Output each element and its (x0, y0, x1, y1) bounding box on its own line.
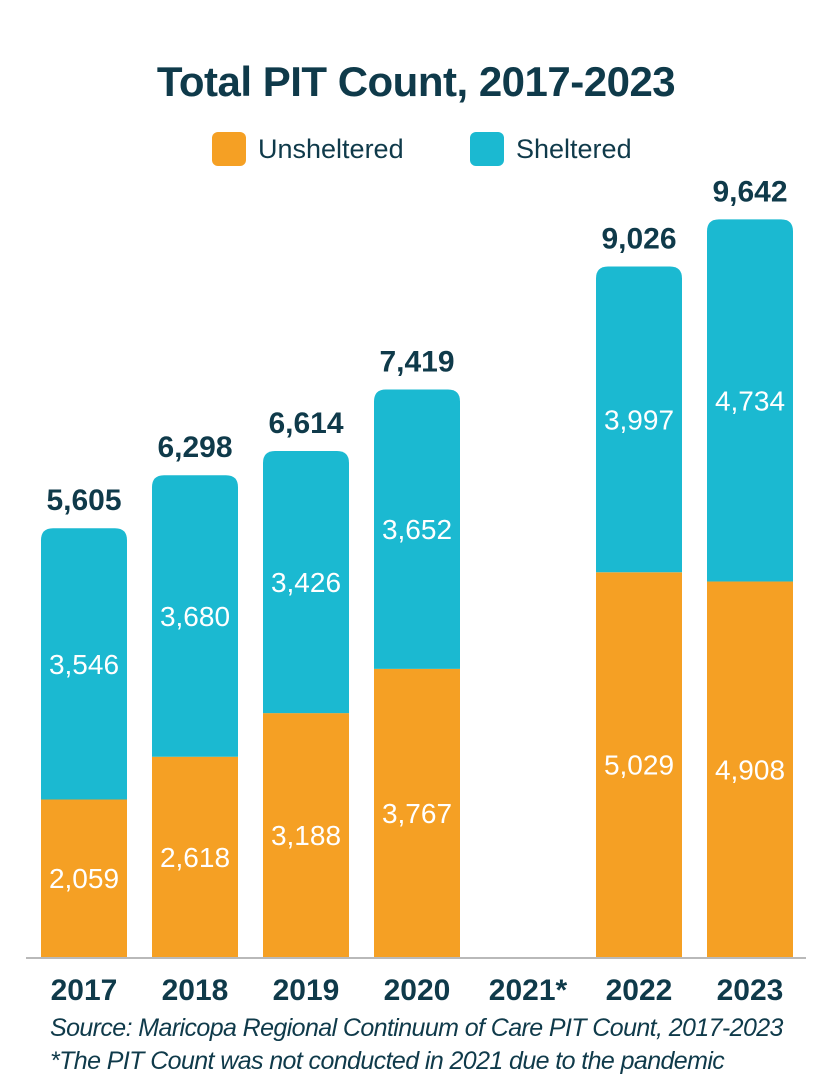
bar-unsheltered-2023 (707, 581, 793, 957)
label-sheltered-2017: 3,546 (49, 649, 119, 680)
bar-unsheltered-2022 (596, 572, 682, 957)
chart-notes: Source: Maricopa Regional Continuum of C… (50, 1012, 830, 1078)
label-total-2017: 5,605 (46, 484, 121, 517)
label-sheltered-2020: 3,652 (382, 514, 452, 545)
chart-title: Total PIT Count, 2017-2023 (156, 58, 676, 105)
x-tick-2019: 2019 (273, 974, 340, 1007)
bar-unsheltered-2019 (263, 713, 349, 957)
x-tick-2020: 2020 (384, 974, 451, 1007)
label-unsheltered-2018: 2,618 (160, 842, 230, 873)
bar-unsheltered-2020 (374, 668, 460, 957)
legend-label-sheltered: Sheltered (516, 133, 632, 164)
bar-sheltered-2020 (374, 389, 460, 669)
bar-sheltered-2018 (152, 475, 238, 757)
bar-sheltered-2022 (596, 266, 682, 573)
label-total-2023: 9,642 (712, 175, 787, 208)
bar-sheltered-2017 (41, 528, 127, 800)
label-unsheltered-2022: 5,029 (604, 750, 674, 781)
legend-label-unsheltered: Unsheltered (258, 133, 404, 164)
label-total-2020: 7,419 (379, 345, 454, 378)
legend-swatch-unsheltered (212, 132, 246, 166)
label-unsheltered-2019: 3,188 (271, 820, 341, 851)
source-note: Source: Maricopa Regional Continuum of C… (50, 1014, 783, 1042)
label-unsheltered-2017: 2,059 (49, 863, 119, 894)
legend: Unsheltered Sheltered (0, 132, 832, 172)
x-tick-2022: 2022 (606, 974, 673, 1007)
bar-sheltered-2019 (263, 451, 349, 714)
label-total-2022: 9,026 (601, 223, 676, 256)
stacked-bar-chart: 2017 2,059 3,546 5,605 2018 2,618 3,680 6,298 20… (26, 175, 806, 1007)
label-total-2018: 6,298 (157, 431, 232, 464)
x-tick-2023: 2023 (717, 974, 784, 1007)
x-tick-2018: 2018 (162, 974, 229, 1007)
label-sheltered-2018: 3,680 (160, 601, 230, 632)
legend-item-sheltered: Sheltered (470, 132, 632, 166)
label-sheltered-2019: 3,426 (271, 567, 341, 598)
bar-unsheltered-2018 (152, 756, 238, 957)
x-tick-2017: 2017 (51, 974, 118, 1007)
label-unsheltered-2020: 3,767 (382, 798, 452, 829)
label-unsheltered-2023: 4,908 (715, 754, 785, 785)
footnote: *The PIT Count was not conducted in 2021… (50, 1047, 725, 1075)
bar-unsheltered-2017 (41, 799, 127, 957)
legend-item-unsheltered: Unsheltered (212, 132, 404, 166)
label-sheltered-2022: 3,997 (604, 404, 674, 435)
legend-swatch-sheltered (470, 132, 504, 166)
label-sheltered-2023: 4,734 (715, 385, 785, 416)
x-tick-2021: 2021* (489, 974, 568, 1007)
label-total-2019: 6,614 (268, 407, 343, 440)
bar-sheltered-2023 (707, 219, 793, 582)
